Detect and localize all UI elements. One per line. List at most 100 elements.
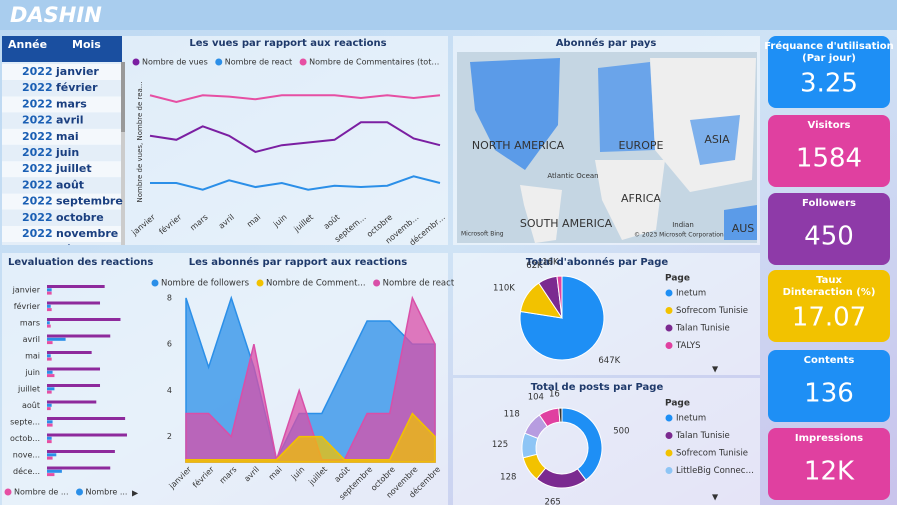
slicer-month: décembre xyxy=(56,243,118,256)
slicer-row xyxy=(2,112,121,129)
slicer-month: avril xyxy=(56,114,84,127)
map-label: NORTH AMERICA xyxy=(472,139,565,152)
map xyxy=(457,52,757,243)
legend-marker xyxy=(132,58,140,66)
chart-title: Total d'abonnés par Page xyxy=(526,256,669,268)
bar xyxy=(47,367,101,371)
bar xyxy=(47,324,51,328)
map-label: AFRICA xyxy=(621,192,661,205)
bar xyxy=(47,288,52,292)
bar xyxy=(47,351,92,354)
bar xyxy=(47,334,111,338)
kpi-title: Taux xyxy=(816,275,842,286)
data-label: 500 xyxy=(613,427,629,437)
slice xyxy=(519,275,605,361)
map-credit: © 2023 Microsoft Corporation xyxy=(634,232,724,239)
slicer-month: janvier xyxy=(55,65,99,78)
bar xyxy=(47,456,53,460)
bar xyxy=(47,374,55,378)
data-label: 62K xyxy=(526,261,543,271)
slicer-year: 2022 xyxy=(22,178,53,191)
kpi-value: 136 xyxy=(804,379,854,409)
y-tick-label: septe... xyxy=(10,418,40,427)
slicer-year: 2022 xyxy=(22,227,53,240)
bar xyxy=(47,291,52,295)
slicer-year: 2022 xyxy=(22,243,53,256)
bar xyxy=(47,354,51,358)
legend-label: Inetum xyxy=(676,289,706,299)
kpi-value: 12K xyxy=(804,457,855,487)
data-label: 128 xyxy=(500,472,516,482)
chart-title: Abonnés par pays xyxy=(556,37,657,49)
legend-marker xyxy=(299,58,307,66)
kpi-title: Impressions xyxy=(795,433,863,444)
data-label: 16K xyxy=(542,258,559,268)
bar xyxy=(47,304,51,308)
legend-label: Nombre de ... xyxy=(14,488,69,497)
legend-marker xyxy=(665,289,673,297)
map-label: ASIA xyxy=(704,133,730,146)
slicer-year: 2022 xyxy=(22,114,53,127)
bar xyxy=(47,387,55,391)
legend-marker xyxy=(4,488,12,496)
legend-marker xyxy=(373,279,381,287)
data-label: 16 xyxy=(549,390,560,400)
bar xyxy=(47,433,127,437)
line-series xyxy=(149,121,441,154)
map-label: EUROPE xyxy=(619,139,664,152)
legend-marker xyxy=(665,324,673,332)
legend-marker xyxy=(215,58,223,66)
legend-marker xyxy=(665,432,673,439)
kpi-title: Followers xyxy=(802,198,856,209)
bar xyxy=(47,370,53,374)
slicer-year: 2022 xyxy=(22,97,53,110)
line-series xyxy=(149,94,441,104)
slicer-header xyxy=(2,36,122,62)
y-tick-label: nove... xyxy=(13,451,40,460)
slicer-month: août xyxy=(56,178,84,191)
data-label: 104 xyxy=(528,393,544,403)
area-series xyxy=(185,412,436,463)
data-label: 125 xyxy=(492,440,508,450)
kpi-value: 1584 xyxy=(796,144,862,174)
legend-arrow[interactable]: ▶ xyxy=(132,489,139,498)
legend-arrow[interactable]: ▼ xyxy=(712,365,719,374)
bar xyxy=(47,436,52,440)
map-label: SOUTH AMERICA xyxy=(520,217,613,230)
bar xyxy=(47,440,52,444)
header-bar xyxy=(0,0,897,30)
bar xyxy=(47,417,126,420)
slicer-year: 2022 xyxy=(22,81,53,94)
kpi-card xyxy=(768,115,890,187)
slicer-month: mars xyxy=(56,97,87,110)
bar xyxy=(47,321,50,325)
bar xyxy=(47,337,66,341)
y-tick-label: 4 xyxy=(167,386,172,395)
bar xyxy=(47,318,121,321)
y-tick-label: 8 xyxy=(167,293,172,302)
slicer-month: juin xyxy=(55,146,79,159)
legend-label: Nombre de react xyxy=(383,279,455,289)
logo: DASHIN xyxy=(10,3,102,27)
map-brand: Microsoft Bing xyxy=(461,231,504,238)
scroll-thumb xyxy=(121,62,125,132)
bar xyxy=(47,357,52,361)
y-tick-label: 2 xyxy=(167,432,172,441)
slice xyxy=(558,407,563,423)
bar xyxy=(47,285,105,288)
slicer-month: février xyxy=(56,81,98,94)
slicer-year: 2022 xyxy=(22,130,53,143)
data-label: 265 xyxy=(545,497,561,505)
legend-arrow[interactable]: ▼ xyxy=(712,493,719,502)
slicer-year: 2022 xyxy=(22,195,53,208)
bar xyxy=(47,384,101,387)
line-series xyxy=(150,175,441,191)
legend-label: Talan Tunisie xyxy=(675,324,730,334)
slicer-month: novembre xyxy=(56,227,118,240)
slicer-year: 2022 xyxy=(22,146,53,159)
legend-marker xyxy=(151,279,159,287)
bar xyxy=(47,390,52,394)
kpi-title: Dinteraction (%) xyxy=(783,287,876,298)
